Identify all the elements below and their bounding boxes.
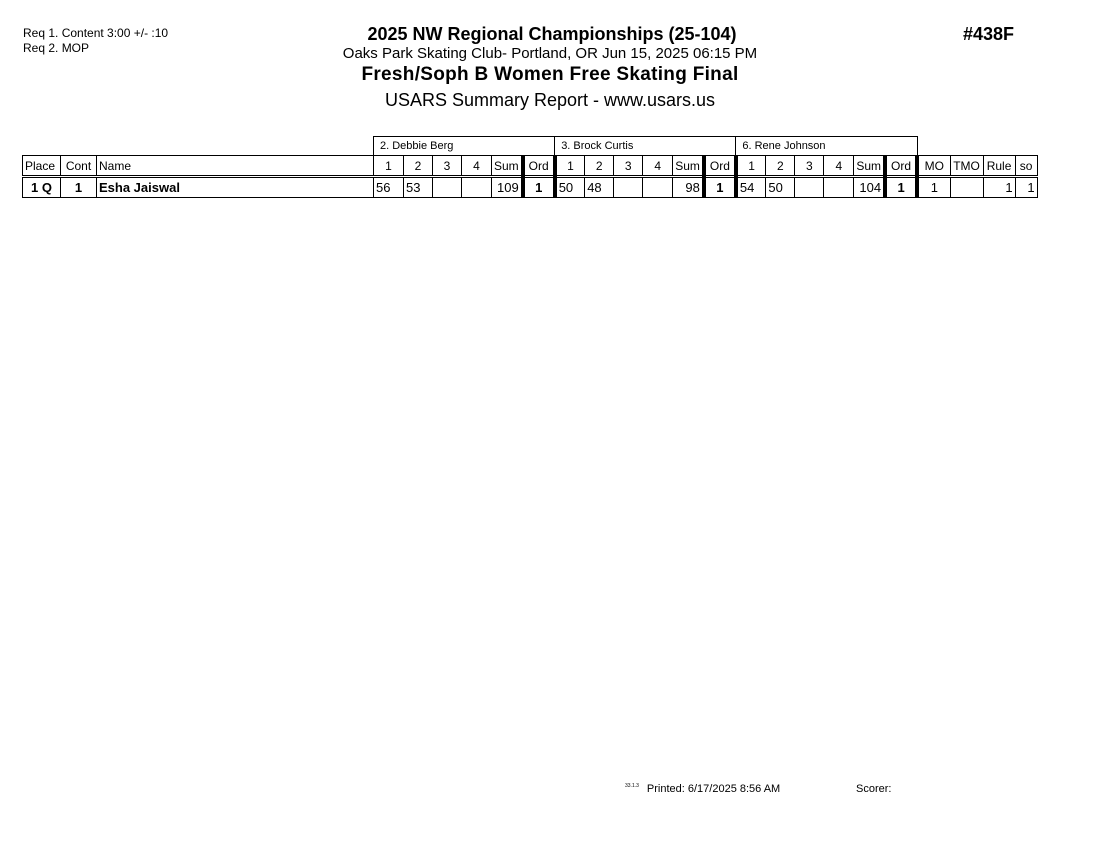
col-header-judge3-1: 1 [735, 155, 767, 178]
blank-cell [23, 137, 374, 156]
col-header-name: Name [96, 155, 374, 178]
col-header-judge3-sum: Sum [853, 155, 886, 178]
judge-name: 6. Rene Johnson [735, 136, 918, 156]
judge-name: 2. Debbie Berg [372, 136, 556, 156]
printed-date: Printed: 6/17/2025 8:56 AM [646, 783, 781, 795]
judge1-sum-cell: 109 [490, 176, 524, 198]
col-header-rule: Rule [982, 155, 1016, 178]
version-label: 33.1.3 [625, 783, 639, 789]
judge2-sum-cell: 98 [672, 176, 705, 198]
col-header-judge2-1: 1 [554, 155, 586, 178]
judge2-3-cell [613, 176, 644, 198]
judge3-4-cell [823, 176, 855, 198]
col-header-judge1-3: 3 [432, 155, 462, 178]
col-header-judge1-1: 1 [373, 155, 404, 178]
col-header-judge3-2: 2 [765, 155, 796, 178]
col-header-so: so [1014, 155, 1038, 178]
judge3-1-cell: 54 [735, 176, 767, 198]
rule-cell: 1 [982, 176, 1016, 198]
col-header-mo: MO [916, 155, 951, 178]
judge2-1-cell: 50 [554, 176, 586, 198]
judge2-2-cell: 48 [584, 176, 615, 198]
footer-printed: 33.1.3 Printed: 6/17/2025 8:56 AM [625, 783, 780, 795]
col-header-cont: Cont [60, 155, 97, 178]
requirement-2: Req 2. MOP [23, 41, 90, 55]
requirement-1: Req 1. Content 3:00 +/- :10 [23, 26, 169, 40]
col-header-judge2-sum: Sum [672, 155, 705, 178]
competition-title: 2025 NW Regional Championships (25-104) [367, 24, 737, 44]
judge3-sum-cell: 104 [853, 176, 886, 198]
judge1-1-cell: 56 [373, 176, 404, 198]
location-date: Oaks Park Skating Club- Portland, OR Jun… [342, 45, 758, 62]
judge2-ord-cell: 1 [701, 176, 738, 198]
judge3-ord-cell: 1 [883, 176, 920, 198]
scorer-label: Scorer: [856, 783, 892, 795]
judge1-ord-cell: 1 [520, 176, 557, 198]
col-header-judge3-3: 3 [794, 155, 825, 178]
col-header-judge1-ord: Ord [520, 155, 557, 178]
col-header-judge2-2: 2 [584, 155, 615, 178]
report-title: USARS Summary Report - www.usars.us [384, 90, 716, 110]
judge3-2-cell: 50 [765, 176, 796, 198]
place-cell: 1 Q [22, 176, 61, 198]
judge1-4-cell [461, 176, 492, 198]
event-number: #438F [963, 24, 1015, 44]
col-header-tmo: TMO [949, 155, 984, 178]
col-header-judge2-3: 3 [613, 155, 644, 178]
table-row: 1 Q 1 Esha Jaiswal 56 53 109 1 50 48 98 1 54 50 104 1 1… [22, 176, 1038, 198]
judge1-3-cell [432, 176, 462, 198]
blank-cell [917, 137, 1037, 156]
col-header-judge1-4: 4 [461, 155, 492, 178]
col-header-judge1-sum: Sum [490, 155, 524, 178]
cont-cell: 1 [60, 176, 97, 198]
judges-row: 2. Debbie Berg 3. Brock Curtis 6. Rene Joh… [23, 136, 1038, 156]
col-header-judge3-4: 4 [823, 155, 855, 178]
event-title: Fresh/Soph B Women Free Skating Final [361, 64, 739, 85]
mo-cell: 1 [916, 176, 951, 198]
judge1-2-cell: 53 [403, 176, 433, 198]
judge2-4-cell [642, 176, 674, 198]
col-header-judge3-ord: Ord [883, 155, 920, 178]
name-cell: Esha Jaiswal [96, 176, 374, 198]
header-row: Place Cont Name 1 2 3 4 Sum Ord 1 2 3 4 Sum Ord 1 2 3 4 Sum… [22, 155, 1038, 178]
judge-name: 3. Brock Curtis [554, 136, 737, 156]
col-header-place: Place [22, 155, 61, 178]
tmo-cell [949, 176, 984, 198]
so-cell: 1 [1014, 176, 1038, 198]
col-header-judge1-2: 2 [403, 155, 433, 178]
judge3-3-cell [794, 176, 825, 198]
results-table: 2. Debbie Berg 3. Brock Curtis 6. Rene Joh… [22, 136, 1038, 198]
col-header-judge2-ord: Ord [701, 155, 738, 178]
col-header-judge2-4: 4 [642, 155, 674, 178]
